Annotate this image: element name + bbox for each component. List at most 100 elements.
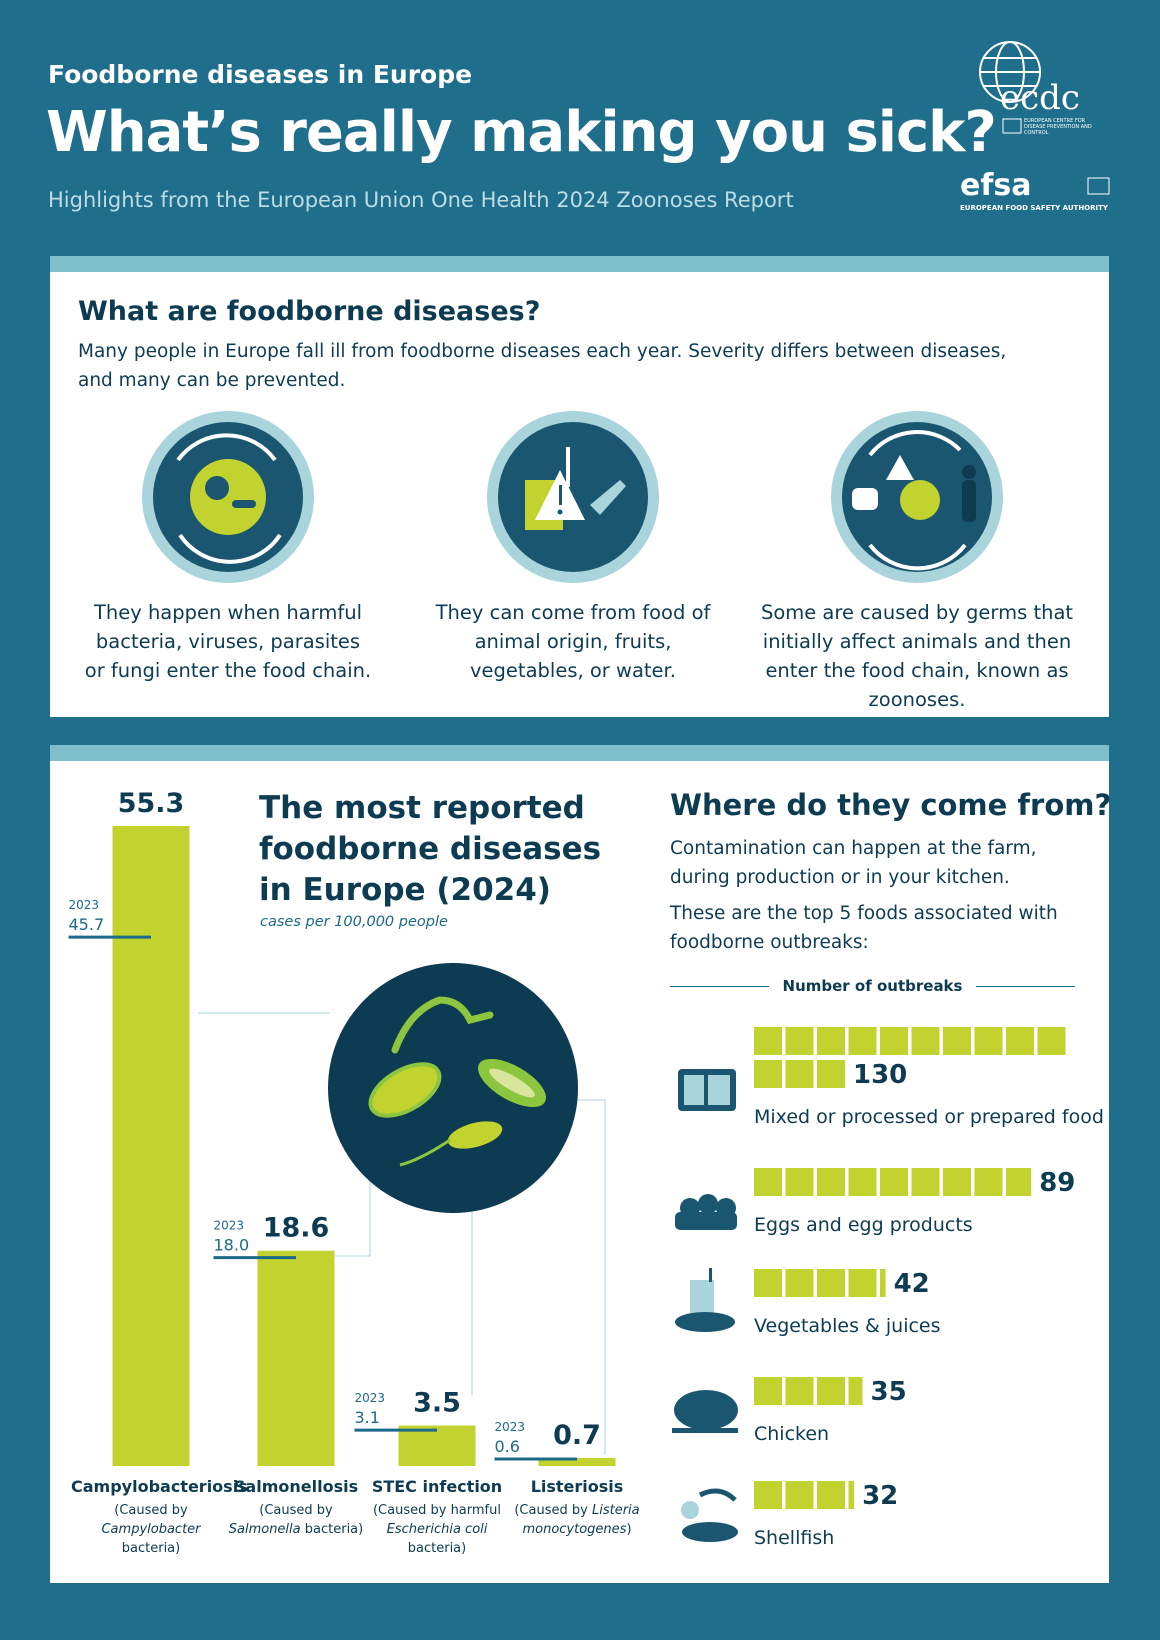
unit-square xyxy=(785,1060,814,1088)
unit-square xyxy=(848,1027,877,1055)
unit-square xyxy=(817,1168,845,1196)
unit-square xyxy=(754,1269,782,1297)
unit-square xyxy=(848,1377,863,1405)
body-text: These are the top 5 foods associated wit… xyxy=(670,903,1058,953)
category-label: Eggs and egg products xyxy=(754,1214,973,1236)
value-label: 18.6 xyxy=(263,1213,330,1244)
rule xyxy=(670,985,769,987)
bar xyxy=(538,1457,616,1466)
chart-subtitle: cases per 100,000 people xyxy=(260,914,448,930)
unit-square xyxy=(974,1027,1003,1055)
icon-germs xyxy=(142,411,314,583)
category-label: Chicken xyxy=(754,1423,829,1445)
prior-year-name: 2023 xyxy=(495,1420,526,1434)
value-label: 32 xyxy=(862,1481,898,1511)
kicker: Foodborne diseases in Europe xyxy=(48,60,473,89)
card-text: They can come from food of animal origin… xyxy=(435,601,711,682)
unit-square xyxy=(785,1027,814,1055)
unit-square xyxy=(817,1060,845,1088)
unit-square xyxy=(1006,1168,1032,1196)
unit-square xyxy=(911,1168,940,1196)
unit-square xyxy=(754,1027,782,1055)
unit-square xyxy=(754,1168,782,1196)
unit-square xyxy=(880,1168,908,1196)
unit-square xyxy=(943,1168,971,1196)
note-part: (Caused by harmful xyxy=(372,1503,501,1518)
unit-square xyxy=(974,1168,1003,1196)
unit-square xyxy=(880,1269,886,1297)
icon-food xyxy=(487,411,659,583)
icon-zoonoses xyxy=(831,411,1003,583)
eu-flag xyxy=(1087,177,1110,195)
unit-square xyxy=(880,1027,908,1055)
value-label: 89 xyxy=(1039,1168,1075,1198)
logo-subtext: EUROPEAN FOOD SAFETY AUTHORITY xyxy=(960,204,1108,212)
section-heading: What are foodborne diseases? xyxy=(78,296,541,327)
unit-square xyxy=(785,1168,814,1196)
bar xyxy=(398,1425,476,1466)
note-part: bacteria) xyxy=(407,1541,467,1556)
section-heading: Where do they come from? xyxy=(670,788,1112,822)
logo-text: efsa xyxy=(960,168,1032,203)
page-title: What’s really making you sick? xyxy=(46,100,997,165)
logo-subtext: EUROPEAN CENTRE FOR DISEASE PREVENTION A… xyxy=(1024,118,1092,136)
value-label: 0.7 xyxy=(553,1420,601,1451)
prior-year-name: 2023 xyxy=(69,898,100,912)
bar xyxy=(257,1250,335,1466)
note-part: Salmonella xyxy=(228,1522,301,1537)
unit-square xyxy=(911,1027,940,1055)
note-part: (Caused by xyxy=(114,1503,188,1518)
card-text: They happen when harmful bacteria, virus… xyxy=(84,601,372,682)
bacteria-illustration xyxy=(198,963,606,1455)
unit-square xyxy=(785,1269,814,1297)
prior-year-label: 18.0 xyxy=(214,1236,250,1255)
prior-year-name: 2023 xyxy=(355,1391,386,1405)
category-label: Mixed or processed or prepared food xyxy=(754,1106,1104,1128)
panel-strip xyxy=(50,256,1109,272)
category-label: Shellfish xyxy=(754,1527,834,1549)
subtitle: Highlights from the European Union One H… xyxy=(48,188,794,212)
card-text: Some are caused by germs that initially … xyxy=(760,601,1074,711)
category-label: Listeriosis xyxy=(530,1477,624,1496)
note-part: Escherichia coli xyxy=(386,1522,488,1537)
note-part: bacteria) xyxy=(121,1541,181,1556)
category-label: Campylobacteriosis xyxy=(71,1477,248,1496)
unit-square xyxy=(817,1481,845,1509)
prior-year-label: 45.7 xyxy=(69,915,105,934)
value-label: 35 xyxy=(871,1377,907,1407)
title-line: in Europe (2024) xyxy=(259,872,551,908)
unit-square xyxy=(754,1481,782,1509)
value-label: 3.5 xyxy=(413,1387,461,1418)
unit-square xyxy=(1006,1027,1034,1055)
note-part: Listeria monocytogenes xyxy=(522,1503,640,1537)
axis-label-row: Number of outbreaks xyxy=(670,977,1075,995)
food-icons xyxy=(672,1069,738,1542)
bar xyxy=(112,826,190,1466)
chart-title: The most reported foodborne diseases in … xyxy=(259,788,601,911)
body-text: Contamination can happen at the farm, du… xyxy=(670,838,1037,888)
value-label: 55.3 xyxy=(118,788,185,819)
category-label: Salmonellosis xyxy=(233,1477,359,1496)
prior-year-label: 3.1 xyxy=(355,1408,380,1427)
category-note: (Caused by harmful Escherichia coli bact… xyxy=(369,1501,505,1558)
note-part: (Caused by xyxy=(514,1503,588,1518)
axis-label: Number of outbreaks xyxy=(782,977,963,995)
unit-square xyxy=(848,1481,855,1509)
prior-year-name: 2023 xyxy=(214,1219,245,1233)
category-note: (Caused by Campylobacter bacteria) xyxy=(83,1501,219,1558)
unit-square xyxy=(848,1269,877,1297)
value-label: 42 xyxy=(894,1269,930,1299)
unit-square xyxy=(817,1377,845,1405)
unit-square xyxy=(754,1060,782,1088)
prior-year-label: 0.6 xyxy=(495,1437,520,1456)
panel xyxy=(50,745,1109,1583)
intro-text: Many people in Europe fall ill from food… xyxy=(78,341,1007,391)
category-label: Vegetables & juices xyxy=(754,1315,941,1337)
rule xyxy=(976,985,1075,987)
unit-square xyxy=(848,1168,877,1196)
note-part: ) xyxy=(626,1522,632,1537)
logo-text: ecdc xyxy=(1000,78,1080,118)
eu-flag xyxy=(1002,118,1022,134)
unit-square xyxy=(785,1481,814,1509)
